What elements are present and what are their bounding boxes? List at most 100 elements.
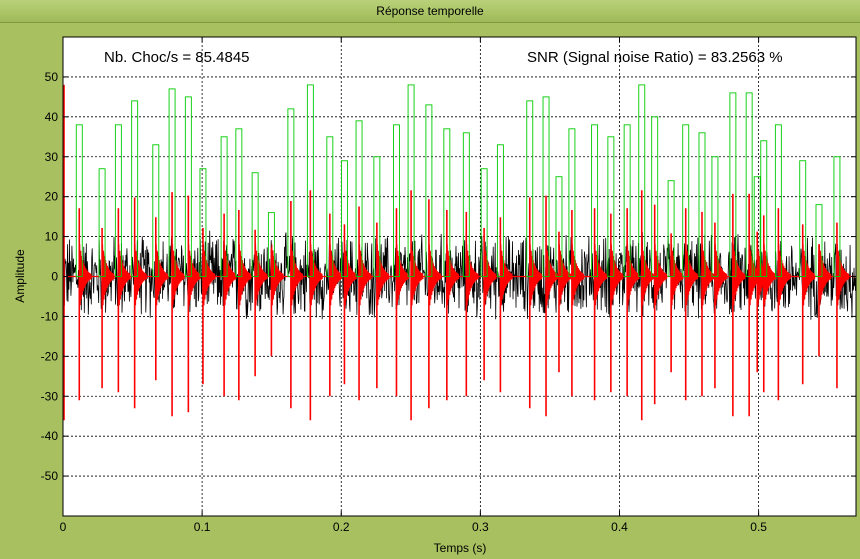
y-tick-label: -50 — [41, 469, 59, 483]
shock-envelope — [168, 88, 176, 277]
filtered-burst — [545, 244, 559, 313]
filtered-burst — [238, 244, 252, 313]
shock-envelope — [199, 168, 207, 277]
filtered-burst — [446, 244, 460, 313]
y-tick-label: -30 — [41, 389, 59, 403]
filtered-burst — [117, 244, 131, 313]
filtered-burst — [428, 244, 442, 313]
shock-envelope — [98, 168, 106, 277]
x-tick-label: 0.3 — [472, 520, 489, 534]
shock-envelope — [698, 132, 706, 277]
shock-envelope — [526, 100, 534, 277]
filtered-burst — [171, 244, 185, 313]
shock-envelope — [480, 168, 488, 277]
shock-envelope — [373, 156, 381, 277]
y-axis-label: Amplitude — [13, 249, 27, 303]
filtered-burst — [558, 244, 572, 313]
x-axis-label: Temps (s) — [434, 541, 487, 555]
filtered-burst — [358, 244, 372, 313]
filtered-burst — [329, 244, 343, 313]
filtered-burst — [594, 244, 608, 313]
filtered-burst — [254, 244, 268, 313]
shock-envelope — [774, 124, 782, 277]
shock-envelope — [760, 140, 768, 277]
shock-envelope — [799, 160, 807, 277]
axis-ticks: -50 -40 -30 -20 -10 0 10 20 30 40 50 0 0.1 0.2 0.3 0.4 0… — [41, 37, 856, 534]
filtered-burst — [670, 244, 684, 313]
shock-envelope — [682, 124, 690, 277]
shock-envelope — [568, 128, 576, 277]
shock-envelope — [235, 128, 243, 277]
shock-envelope — [711, 156, 719, 277]
shock-envelope — [462, 132, 470, 277]
shock-envelope — [753, 176, 761, 277]
filtered-burst — [396, 244, 409, 313]
filtered-burst — [187, 244, 201, 313]
shock-envelope — [425, 104, 433, 277]
filtered-burst — [836, 244, 850, 313]
shock-envelope — [75, 124, 83, 277]
filtered-burst — [714, 244, 728, 313]
y-tick-label: -20 — [41, 349, 59, 363]
filtered-burst — [309, 244, 323, 313]
filtered-burst — [499, 244, 513, 313]
y-tick-label: 30 — [45, 150, 59, 164]
filtered-burst — [763, 244, 777, 313]
shock-envelope — [131, 100, 139, 277]
filtered-signal-series — [63, 84, 856, 421]
shock-envelope — [555, 176, 563, 277]
filtered-burst — [571, 244, 585, 313]
shock-envelope — [114, 124, 122, 277]
y-tick-label: -10 — [41, 309, 59, 323]
shock-envelope — [267, 212, 275, 277]
filtered-burst — [465, 244, 479, 313]
filtered-burst — [529, 244, 543, 313]
shock-envelope — [407, 84, 415, 277]
shock-envelope — [591, 124, 599, 277]
noisy-signal-series — [62, 230, 857, 321]
filtered-burst — [101, 244, 115, 313]
noisy-signal-line — [62, 230, 857, 321]
shock-envelope — [667, 180, 675, 277]
y-tick-label: 40 — [45, 110, 59, 124]
x-tick-label: 0.1 — [194, 520, 211, 534]
x-tick-label: 0.2 — [333, 520, 350, 534]
filtered-burst — [685, 244, 699, 313]
filtered-burst — [290, 244, 304, 313]
shock-envelope — [340, 160, 348, 277]
shock-envelope — [833, 156, 841, 277]
filtered-burst — [777, 244, 791, 313]
filtered-burst — [654, 244, 668, 313]
shock-envelope — [355, 120, 363, 277]
filtered-burst — [701, 244, 715, 313]
shock-envelope — [815, 204, 823, 277]
y-tick-label: -40 — [41, 429, 59, 443]
shock-envelope — [729, 92, 737, 277]
y-tick-label: 20 — [45, 190, 59, 204]
shock-envelope — [306, 84, 314, 277]
filtered-burst — [410, 244, 424, 313]
shock-envelope — [220, 136, 228, 277]
x-tick-label: 0.4 — [611, 520, 628, 534]
shock-envelope — [251, 172, 259, 277]
shock-envelope — [745, 92, 753, 277]
snr-annotation: SNR (Signal noise Ratio) = 83.2563 % — [527, 49, 783, 66]
shock-envelope — [287, 108, 295, 277]
shock-envelope — [326, 136, 334, 277]
shock-envelope — [152, 144, 160, 277]
shocks-per-second-annotation: Nb. Choc/s = 85.4845 — [104, 49, 250, 66]
y-tick-label: 0 — [51, 270, 58, 284]
shock-envelope — [638, 84, 646, 277]
shock-envelope — [496, 144, 504, 277]
filtered-burst — [223, 244, 237, 313]
shock-envelope — [184, 96, 192, 277]
filtered-burst — [732, 244, 746, 313]
filtered-burst — [202, 244, 216, 313]
filtered-burst — [483, 244, 497, 313]
shock-envelope — [623, 124, 631, 277]
filtered-burst — [343, 244, 357, 313]
filtered-burst — [134, 244, 148, 313]
filtered-burst — [818, 244, 832, 313]
